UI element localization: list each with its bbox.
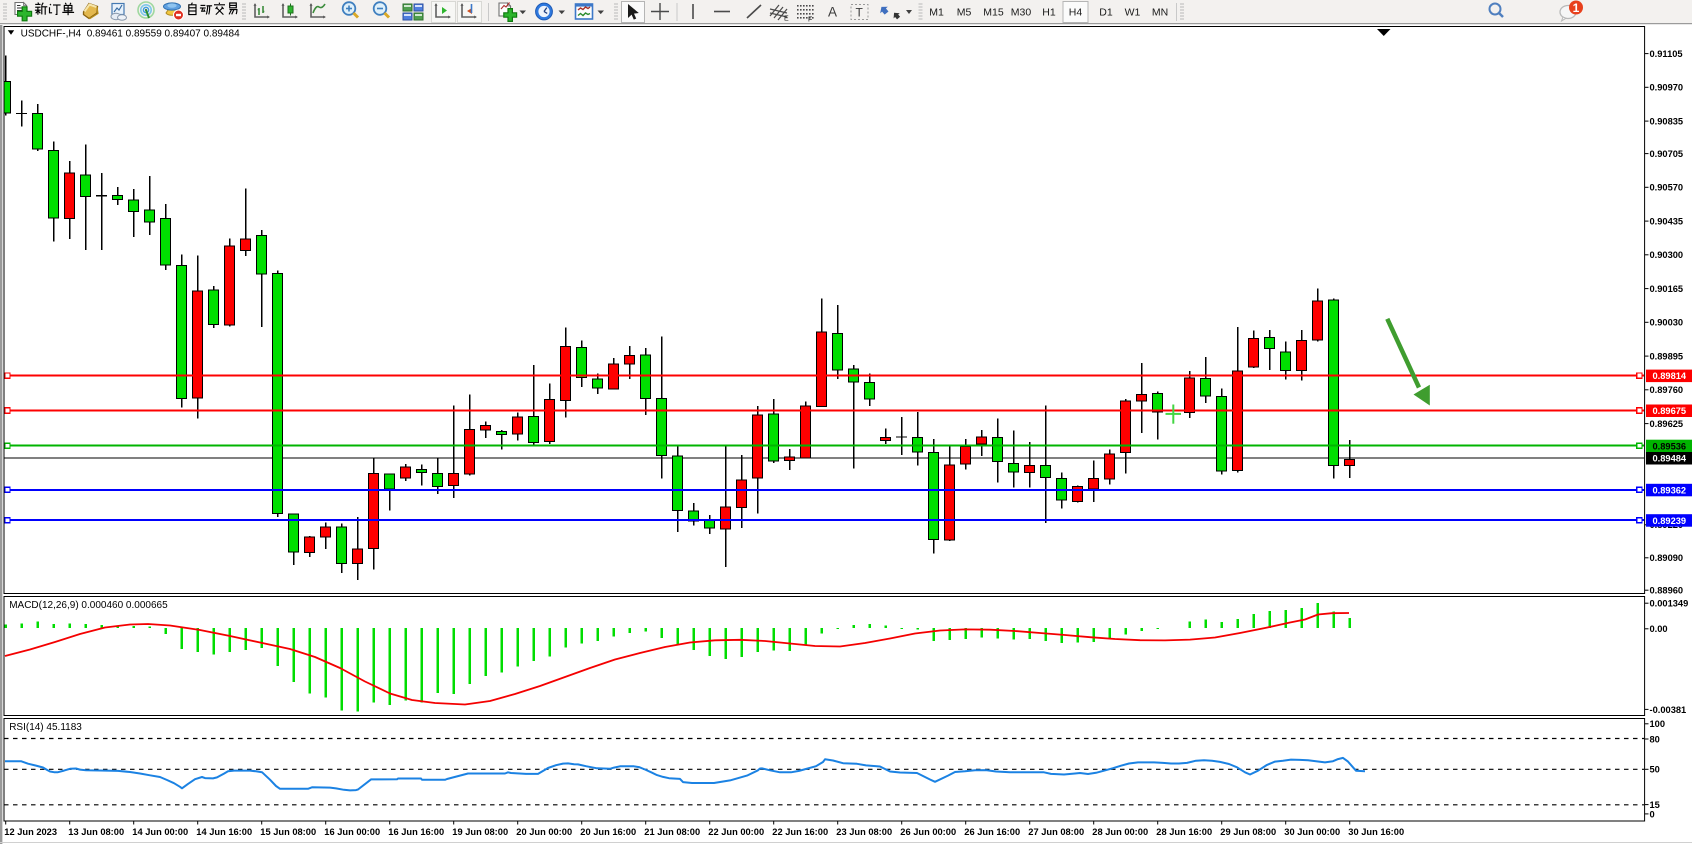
svg-text:28 Jun 00:00: 28 Jun 00:00 [1092,827,1148,837]
svg-text:-0.00381: -0.00381 [1650,705,1687,715]
svg-text:H4: H4 [1069,7,1083,19]
svg-text:0.89362: 0.89362 [1653,485,1687,495]
svg-text:M5: M5 [957,7,972,19]
svg-text:0.00: 0.00 [1650,624,1668,634]
svg-text:16 Jun 00:00: 16 Jun 00:00 [324,827,380,837]
svg-text:0.89536: 0.89536 [1653,441,1687,451]
svg-text:15: 15 [1650,800,1660,810]
svg-text:22 Jun 16:00: 22 Jun 16:00 [772,827,828,837]
svg-text:MN: MN [1152,7,1168,19]
svg-text:0.001349: 0.001349 [1650,599,1689,609]
svg-text:0.90835: 0.90835 [1650,117,1684,127]
svg-text:0.89090: 0.89090 [1650,553,1684,563]
svg-text:A: A [828,5,837,20]
svg-text:14 Jun 00:00: 14 Jun 00:00 [132,827,188,837]
svg-text:D1: D1 [1099,7,1113,19]
svg-text:0.90570: 0.90570 [1650,183,1684,193]
svg-text:H1: H1 [1042,7,1056,19]
svg-text:27 Jun 08:00: 27 Jun 08:00 [1028,827,1084,837]
svg-text:0.89814: 0.89814 [1653,371,1687,381]
svg-text:21 Jun 08:00: 21 Jun 08:00 [644,827,700,837]
svg-text:0.88960: 0.88960 [1650,586,1684,596]
svg-text:50: 50 [1650,765,1660,775]
svg-text:1: 1 [1573,1,1580,15]
svg-text:0.90165: 0.90165 [1650,284,1684,294]
svg-text:29 Jun 08:00: 29 Jun 08:00 [1220,827,1276,837]
svg-text:80: 80 [1650,734,1660,744]
svg-text:0.90030: 0.90030 [1650,318,1684,328]
svg-text:20 Jun 00:00: 20 Jun 00:00 [516,827,572,837]
svg-text:30 Jun 00:00: 30 Jun 00:00 [1284,827,1340,837]
svg-text:0.89760: 0.89760 [1650,385,1684,395]
svg-text:28 Jun 16:00: 28 Jun 16:00 [1156,827,1212,837]
svg-text:USDCHF-,H4 0.89461 0.89559 0.: USDCHF-,H4 0.89461 0.89559 0.89407 0.894… [21,28,240,39]
svg-text:M15: M15 [983,7,1004,19]
svg-text:0.89625: 0.89625 [1650,419,1684,429]
svg-text:0.89895: 0.89895 [1650,352,1684,362]
svg-text:0.90435: 0.90435 [1650,217,1684,227]
svg-text:23 Jun 08:00: 23 Jun 08:00 [836,827,892,837]
svg-text:0.89239: 0.89239 [1653,516,1687,526]
svg-text:0.89675: 0.89675 [1653,406,1687,416]
svg-text:12 Jun 2023: 12 Jun 2023 [4,827,57,837]
svg-text:20 Jun 16:00: 20 Jun 16:00 [580,827,636,837]
svg-text:F: F [808,17,812,24]
svg-text:W1: W1 [1125,7,1141,19]
svg-text:T: T [856,6,864,20]
svg-text:19 Jun 08:00: 19 Jun 08:00 [452,827,508,837]
svg-text:30 Jun 16:00: 30 Jun 16:00 [1348,827,1404,837]
svg-text:15 Jun 08:00: 15 Jun 08:00 [260,827,316,837]
svg-text:M1: M1 [929,7,944,19]
svg-text:0.91105: 0.91105 [1650,49,1683,59]
svg-text:100: 100 [1650,719,1666,729]
svg-text:0.90300: 0.90300 [1650,250,1684,260]
svg-text:MACD(12,26,9) 0.000460 0.00066: MACD(12,26,9) 0.000460 0.000665 [9,600,168,611]
svg-text:26 Jun 16:00: 26 Jun 16:00 [964,827,1020,837]
svg-text:14 Jun 16:00: 14 Jun 16:00 [196,827,252,837]
svg-text:26 Jun 00:00: 26 Jun 00:00 [900,827,956,837]
svg-text:M30: M30 [1011,7,1032,19]
svg-text:0.89484: 0.89484 [1653,454,1687,464]
svg-text:13 Jun 08:00: 13 Jun 08:00 [68,827,124,837]
svg-text:0.90705: 0.90705 [1650,149,1684,159]
svg-text:16 Jun 16:00: 16 Jun 16:00 [388,827,444,837]
svg-text:RSI(14) 45.1183: RSI(14) 45.1183 [9,722,82,733]
svg-text:0: 0 [1650,809,1655,819]
svg-text:22 Jun 00:00: 22 Jun 00:00 [708,827,764,837]
svg-text:E: E [784,16,789,23]
svg-text:0.90970: 0.90970 [1650,83,1684,93]
